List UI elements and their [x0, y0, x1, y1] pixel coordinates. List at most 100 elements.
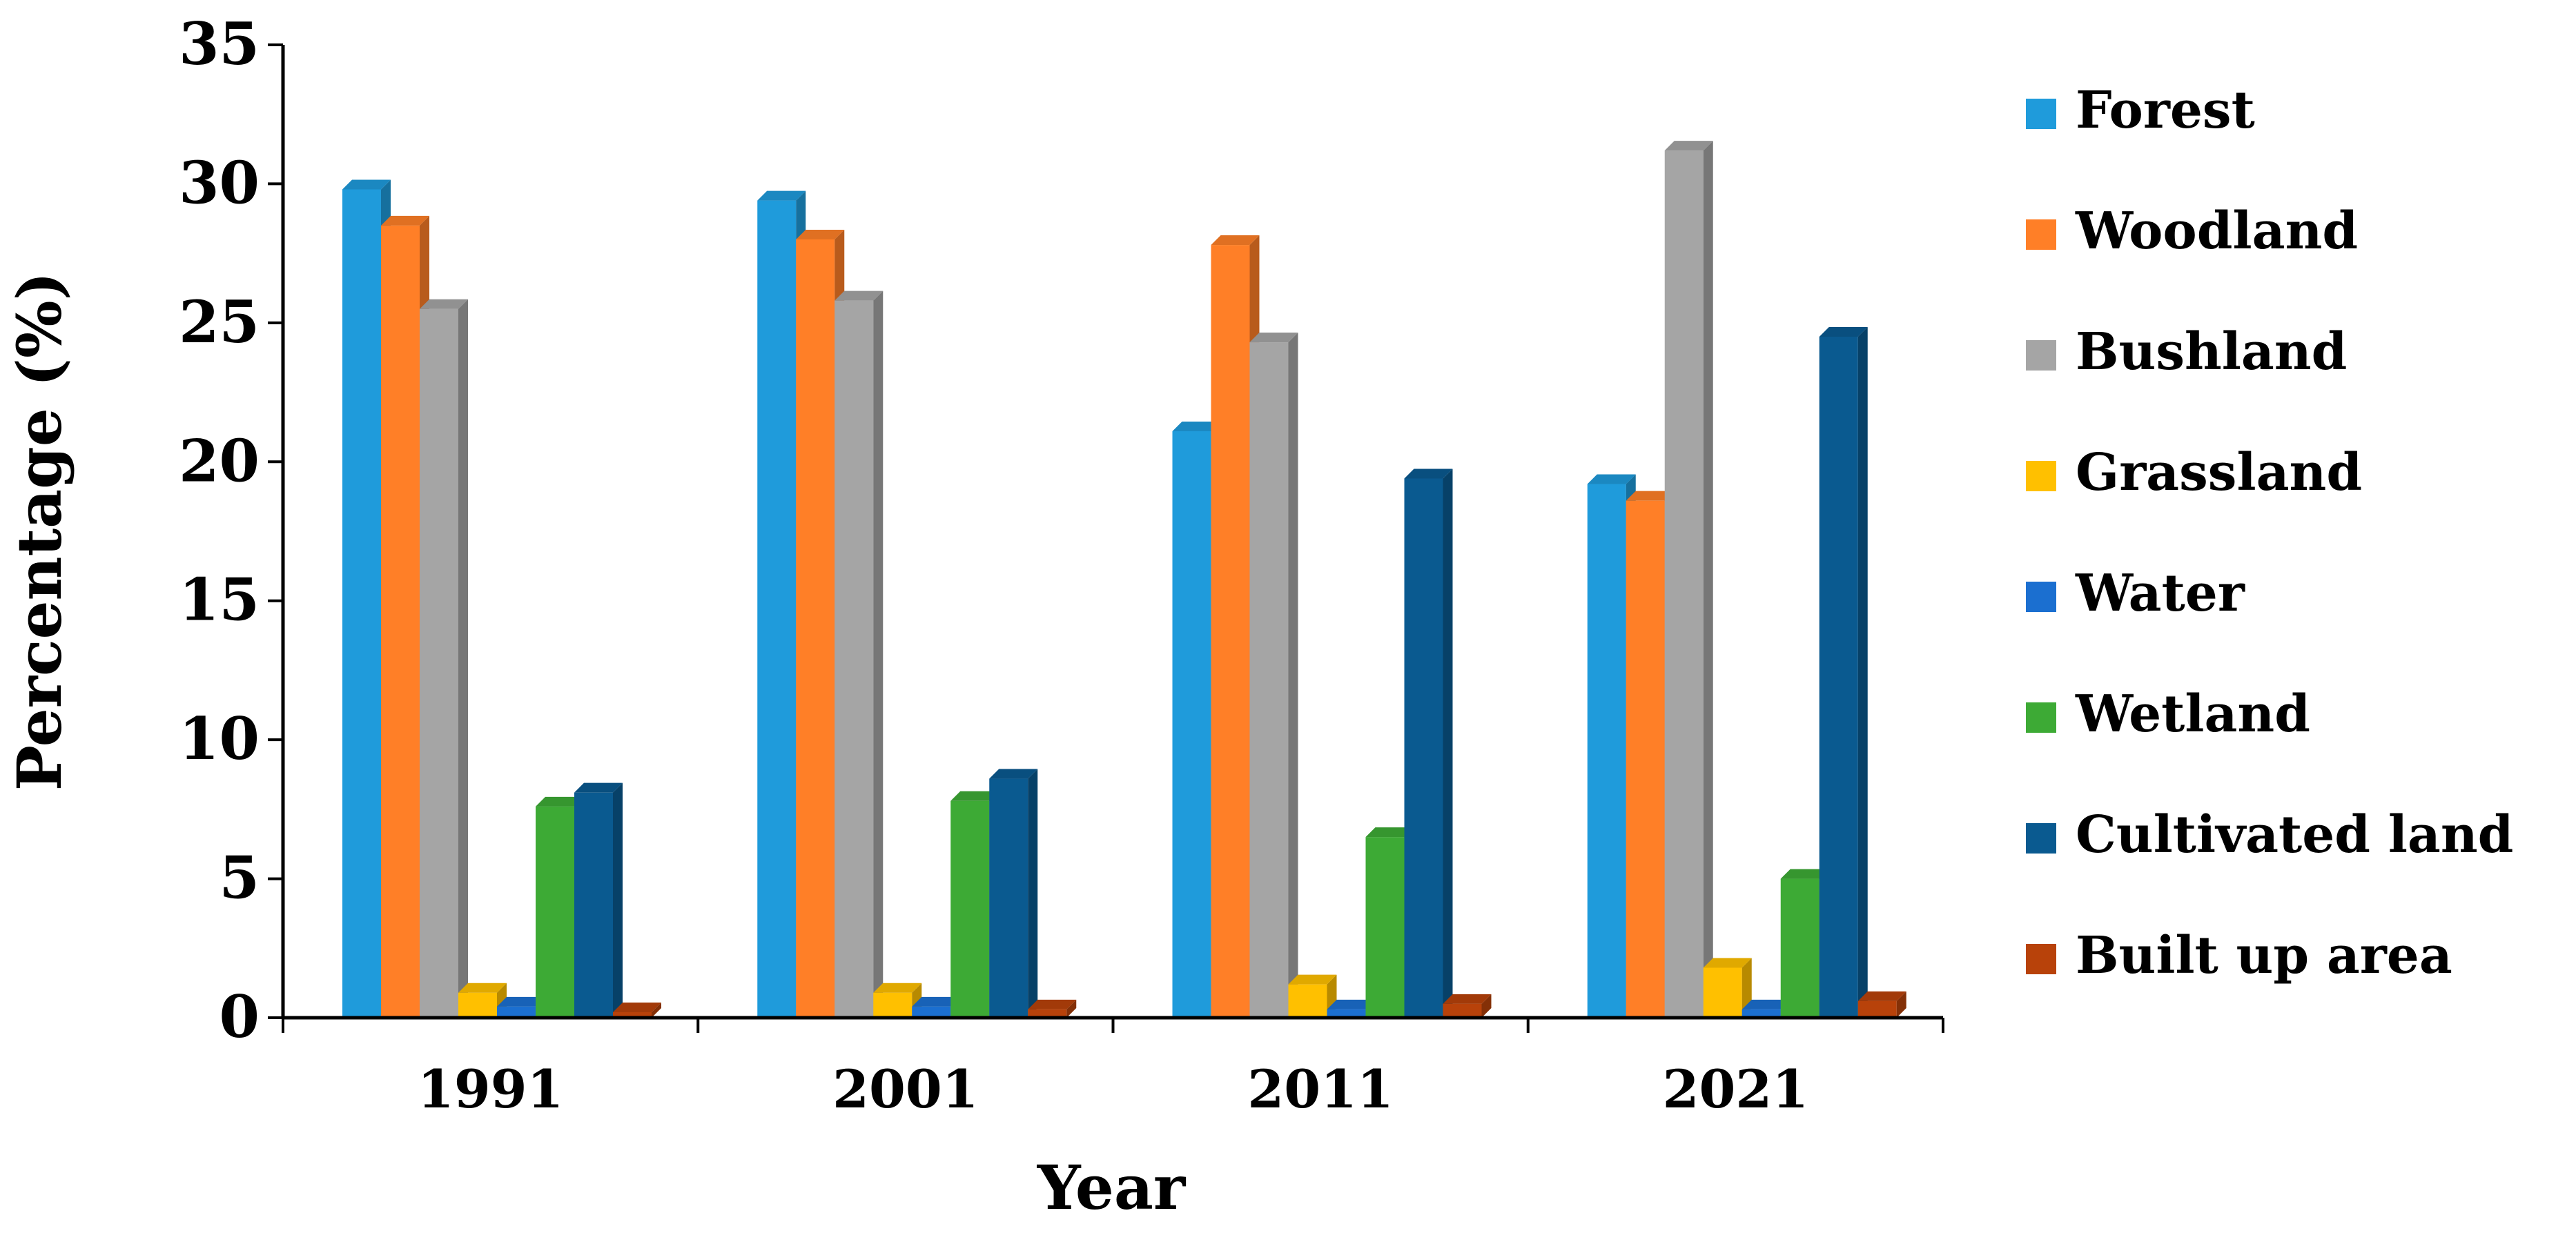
bar-front [1404, 478, 1443, 1018]
bar-front [1664, 150, 1704, 1018]
bar-top [1327, 999, 1376, 1009]
y-axis-label: Percentage (%) [3, 272, 75, 791]
bar-side [652, 1002, 661, 1018]
bar-top [1741, 999, 1790, 1009]
bar-front [381, 225, 420, 1018]
bar-front [873, 992, 913, 1018]
bar-top [1211, 235, 1260, 246]
bar-side [458, 299, 468, 1018]
legend-item-grassland: Grassland [2026, 443, 2362, 502]
bar-front [1288, 984, 1327, 1018]
y-tick-label: 5 [219, 844, 260, 912]
bar-top [1857, 991, 1906, 1001]
bar-side [873, 290, 884, 1018]
x-tick-label: 2001 [832, 1058, 979, 1120]
x-axis-label: Year [1037, 1152, 1187, 1223]
bar-top [912, 996, 961, 1007]
bar-top [757, 190, 806, 201]
bar-cultivated-land-2011 [1404, 468, 1453, 1018]
bar-front [497, 1006, 536, 1018]
bar-top [613, 1002, 661, 1012]
bar-side [1443, 468, 1453, 1018]
bar-top [536, 796, 584, 807]
bar-top [420, 299, 468, 309]
bar-cultivated-land-2021 [1819, 327, 1868, 1018]
bar-front [574, 792, 613, 1018]
legend-swatch [2026, 823, 2056, 854]
bar-top [1587, 474, 1636, 484]
bar-top [1703, 958, 1752, 968]
bar-bushland-2001 [835, 290, 884, 1018]
legend-swatch [2026, 461, 2056, 491]
legend-item-woodland: Woodland [2026, 201, 2358, 261]
legend-label: Forest [2076, 81, 2255, 140]
legend-swatch [2026, 702, 2056, 733]
bar-top [1172, 421, 1221, 431]
bar-top [1404, 468, 1453, 479]
bar-top [574, 782, 623, 793]
bar-grassland-2021 [1703, 958, 1752, 1018]
bar-top [1288, 974, 1337, 985]
bar-cultivated-land-1991 [574, 782, 623, 1018]
legend-swatch [2026, 340, 2056, 371]
y-tick-label: 35 [179, 10, 260, 78]
bar-front [1443, 1003, 1482, 1018]
bar-top [1365, 827, 1414, 838]
bar-built-up-area-1991 [613, 1002, 661, 1018]
legend-label: Grassland [2076, 443, 2362, 502]
legend-swatch [2026, 944, 2056, 974]
x-ticks: 1991 2001 2011 2021 [282, 1018, 1944, 1120]
y-tick-label: 10 [179, 704, 260, 773]
y-tick-label: 30 [179, 148, 260, 217]
bar-front [420, 308, 458, 1018]
x-tick-label: 2021 [1663, 1058, 1809, 1120]
bar-bushland-1991 [420, 299, 468, 1018]
bar-front [950, 800, 990, 1018]
bar-side [1066, 999, 1077, 1018]
bar-front [1587, 484, 1626, 1018]
bar-side [1288, 333, 1298, 1018]
y-tick-label: 15 [179, 566, 260, 634]
bar-front [1028, 1009, 1067, 1018]
legend-label: Built up area [2076, 926, 2452, 985]
bar-top [381, 215, 429, 226]
bar-front [1327, 1009, 1366, 1018]
x-tick-label: 1991 [418, 1058, 564, 1120]
bar-side [1028, 769, 1038, 1018]
bar-cultivated-land-2001 [989, 769, 1038, 1018]
x-tick-label: 2011 [1247, 1058, 1394, 1120]
bar-top [497, 996, 545, 1007]
bar-side [1481, 994, 1492, 1018]
bar-top [835, 290, 884, 301]
legend-label: Water [2075, 564, 2245, 623]
y-tick-label: 25 [179, 288, 260, 356]
bar-front [912, 1006, 951, 1018]
bar-front [613, 1012, 652, 1018]
bar-front [1365, 837, 1405, 1018]
bar-front [757, 200, 797, 1018]
legend-item-built-up-area: Built up area [2026, 926, 2452, 985]
bar-built-up-area-2001 [1028, 999, 1077, 1018]
y-ticks: 0 5 10 15 20 25 30 35 [179, 10, 283, 1051]
bar-front [1857, 1000, 1897, 1018]
legend-label: Cultivated land [2076, 805, 2513, 865]
bar-front [1819, 337, 1858, 1018]
legend-item-wetland: Wetland [2026, 684, 2310, 744]
bar-top [458, 983, 507, 993]
legend-swatch [2026, 219, 2056, 250]
legend-item-forest: Forest [2026, 81, 2255, 140]
bar-bushland-2021 [1664, 141, 1713, 1018]
bar-top [1249, 333, 1298, 343]
bar-front [1703, 967, 1742, 1018]
bar-front [342, 189, 381, 1018]
bar-side [1857, 327, 1868, 1018]
legend-label: Woodland [2075, 201, 2358, 261]
bar-grassland-2001 [873, 983, 922, 1018]
bar-top [796, 230, 845, 239]
bar-top [989, 769, 1038, 779]
bar-front [1249, 342, 1289, 1018]
bar-top [873, 983, 922, 993]
bar-front [796, 239, 835, 1018]
bar-front [989, 778, 1028, 1018]
